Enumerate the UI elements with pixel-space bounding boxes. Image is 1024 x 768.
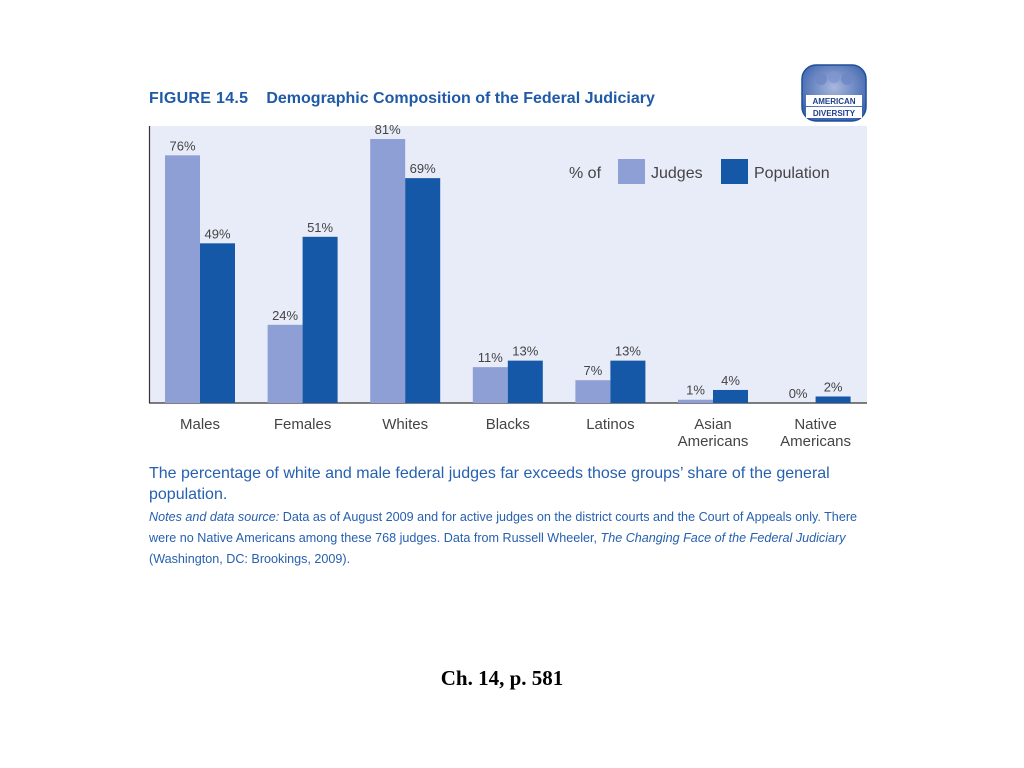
legend-label-population: Population	[754, 165, 830, 182]
american-diversity-badge-icon: AMERICAN DIVERSITY	[801, 64, 867, 122]
category-label-4: Latinos	[586, 416, 634, 433]
legend-label-judges: Judges	[651, 165, 703, 182]
bar-judges-1	[267, 324, 303, 403]
data-label-population-3: 13%	[512, 344, 538, 359]
legend-swatch-population	[721, 159, 748, 184]
data-label-population-6: 2%	[824, 379, 843, 394]
category-label-2: Whites	[382, 416, 428, 433]
bar-judges-3	[472, 367, 508, 403]
category-label-1: Females	[274, 416, 332, 433]
bar-judges-5	[678, 399, 713, 403]
figure-notes: Notes and data source: Data as of August…	[149, 507, 874, 570]
bar-population-2	[405, 178, 441, 403]
data-label-judges-1: 24%	[272, 308, 298, 323]
category-label-3: Blacks	[486, 416, 530, 433]
data-label-population-1: 51%	[307, 220, 333, 235]
bar-population-3	[507, 360, 543, 403]
data-label-population-2: 69%	[410, 161, 436, 176]
notes-book-title: The Changing Face of the Federal Judicia…	[600, 531, 846, 545]
figure-header: FIGURE 14.5 Demographic Composition of th…	[149, 90, 655, 108]
data-label-population-5: 4%	[721, 373, 740, 388]
data-label-judges-4: 7%	[584, 363, 603, 378]
category-label-5-line2: Americans	[678, 433, 749, 450]
bar-judges-0	[165, 155, 200, 403]
category-label-6-line2: Americans	[780, 433, 851, 450]
data-label-judges-6: 0%	[789, 386, 808, 401]
category-label-5: Asian	[694, 416, 732, 433]
bar-population-0	[200, 243, 235, 403]
category-label-6: Native	[794, 416, 837, 433]
bar-population-1	[302, 236, 338, 403]
bar-chart: 76% 49% Males 24% 51% Females 81% 69% Whites 11% 1…	[148, 122, 867, 450]
badge-line2: DIVERSITY	[813, 109, 856, 118]
legend-prefix: % of	[569, 165, 602, 182]
badge-line1: AMERICAN	[812, 97, 855, 106]
data-label-judges-3: 11%	[478, 350, 503, 365]
notes-text1: Data as of August 2009 and for active ju…	[149, 510, 858, 545]
figure-number: FIGURE 14.5	[149, 90, 249, 107]
bar-judges-4	[575, 380, 611, 403]
data-label-population-0: 49%	[204, 226, 230, 241]
notes-text2: (Washington, DC: Brookings, 2009).	[149, 552, 351, 566]
bar-judges-2	[370, 139, 406, 404]
figure-caption: The percentage of white and male federal…	[149, 465, 830, 503]
data-label-population-4: 13%	[615, 344, 641, 359]
category-label-0: Males	[180, 416, 220, 433]
data-label-judges-0: 76%	[169, 138, 195, 153]
legend-swatch-judges	[618, 159, 645, 184]
data-label-judges-2: 81%	[375, 122, 401, 137]
notes-label: Notes and data source:	[149, 510, 280, 524]
page-reference: Ch. 14, p. 581	[440, 666, 564, 690]
figure-title: Demographic Composition of the Federal J…	[266, 90, 655, 107]
bar-population-5	[713, 389, 748, 403]
data-label-judges-5: 1%	[686, 383, 705, 398]
bar-population-4	[610, 360, 646, 403]
bar-population-6	[815, 396, 851, 403]
